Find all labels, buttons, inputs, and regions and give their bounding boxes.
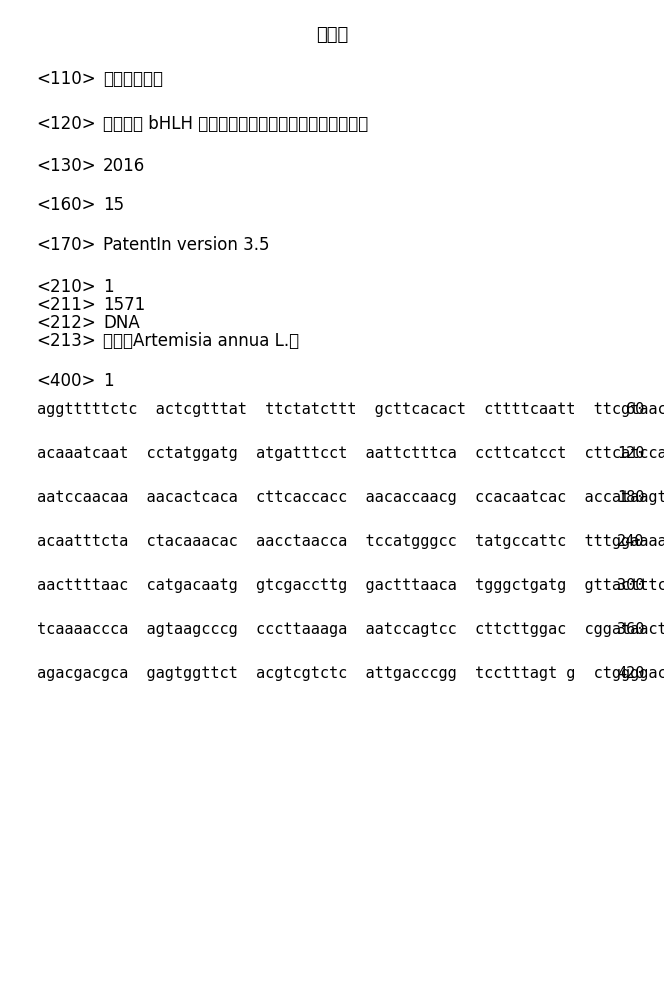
Text: <400>: <400> (37, 372, 96, 390)
Text: 60: 60 (626, 402, 644, 417)
Text: 180: 180 (617, 490, 644, 505)
Text: <211>: <211> (37, 296, 96, 314)
Text: <160>: <160> (37, 196, 96, 214)
Text: 15: 15 (103, 196, 124, 214)
Text: tcaaaaccca  agtaagcccg  cccttaaaga  aatccagtcc  cttcttggac  cggataactc: tcaaaaccca agtaagcccg cccttaaaga aatccag… (37, 622, 664, 637)
Text: 360: 360 (617, 622, 644, 637)
Text: 120: 120 (617, 446, 644, 461)
Text: acaaatcaat  cctatggatg  atgatttcct  aattctttca  ccttcatcct  cttcatccat: acaaatcaat cctatggatg atgatttcct aattctt… (37, 446, 664, 461)
Text: 1: 1 (103, 278, 114, 296)
Text: 300: 300 (617, 578, 644, 593)
Text: 1: 1 (103, 372, 114, 390)
Text: <170>: <170> (37, 236, 96, 254)
Text: 2016: 2016 (103, 157, 145, 175)
Text: 青蒿（Artemisia annua L.）: 青蒿（Artemisia annua L.） (103, 332, 299, 350)
Text: agacgacgca  gagtggttct  acgtcgtctc  attgacccgg  tcctttagt g  ctggggacgg: agacgacgca gagtggttct acgtcgtctc attgacc… (37, 666, 664, 681)
Text: PatentIn version 3.5: PatentIn version 3.5 (103, 236, 270, 254)
Text: 上海交通大学: 上海交通大学 (103, 70, 163, 88)
Text: <110>: <110> (37, 70, 96, 88)
Text: aggtttttctc  actcgtttat  ttctatcttt  gcttcacact  cttttcaatt  ttcgtaacca: aggtttttctc actcgtttat ttctatcttt gcttca… (37, 402, 664, 417)
Text: acaatttcta  ctacaaacac  aacctaacca  tccatgggcc  tatgccattc  tttggaaaac: acaatttcta ctacaaacac aacctaacca tccatgg… (37, 534, 664, 549)
Text: <212>: <212> (37, 314, 96, 332)
Text: <210>: <210> (37, 278, 96, 296)
Text: aatccaacaa  aacactcaca  cttcaccacc  aacaccaacg  ccacaatcac  accataagtt: aatccaacaa aacactcaca cttcaccacc aacacca… (37, 490, 664, 505)
Text: 序列表: 序列表 (316, 26, 348, 44)
Text: 420: 420 (617, 666, 644, 681)
Text: 240: 240 (617, 534, 644, 549)
Text: 1571: 1571 (103, 296, 145, 314)
Text: <130>: <130> (37, 157, 96, 175)
Text: aacttttaac  catgacaatg  gtcgaccttg  gactttaaca  tgggctgatg  gttactttct: aacttttaac catgacaatg gtcgaccttg gacttta… (37, 578, 664, 593)
Text: DNA: DNA (103, 314, 139, 332)
Text: 一种青蒿 bHLH 类转录因子编码序列及克隆方法与应用: 一种青蒿 bHLH 类转录因子编码序列及克隆方法与应用 (103, 115, 368, 133)
Text: <213>: <213> (37, 332, 96, 350)
Text: <120>: <120> (37, 115, 96, 133)
